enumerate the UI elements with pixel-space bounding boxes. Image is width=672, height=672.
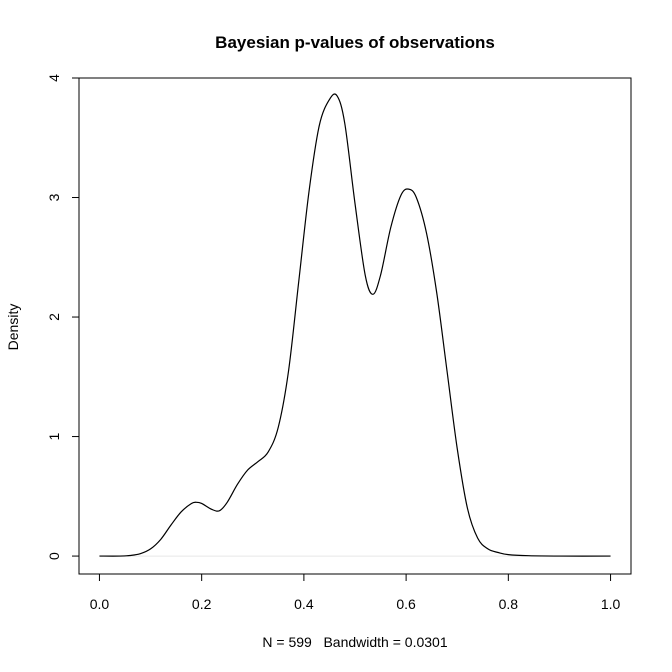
x-tick-label: 1.0 [601,596,621,612]
x-axis: 0.0 0.2 0.4 0.6 0.8 1.0 [90,574,621,612]
y-tick-label: 0 [46,552,62,560]
chart-title: Bayesian p-values of observations [215,33,495,52]
x-tick-label: 0.6 [396,596,416,612]
y-axis: 0 1 2 3 4 [46,74,79,560]
y-tick-label: 4 [46,74,62,82]
x-axis-label: N = 599 Bandwidth = 0.0301 [262,634,447,650]
y-tick-label: 2 [46,313,62,321]
y-tick-label: 1 [46,432,62,440]
plot-frame [78,77,632,575]
y-tick-label: 3 [46,193,62,201]
y-axis-label: Density [5,304,21,351]
x-tick-label: 0.0 [90,596,110,612]
density-curve [99,93,611,557]
x-tick-label: 0.4 [294,596,314,612]
x-tick-label: 0.2 [192,596,212,612]
x-tick-label: 0.8 [499,596,519,612]
